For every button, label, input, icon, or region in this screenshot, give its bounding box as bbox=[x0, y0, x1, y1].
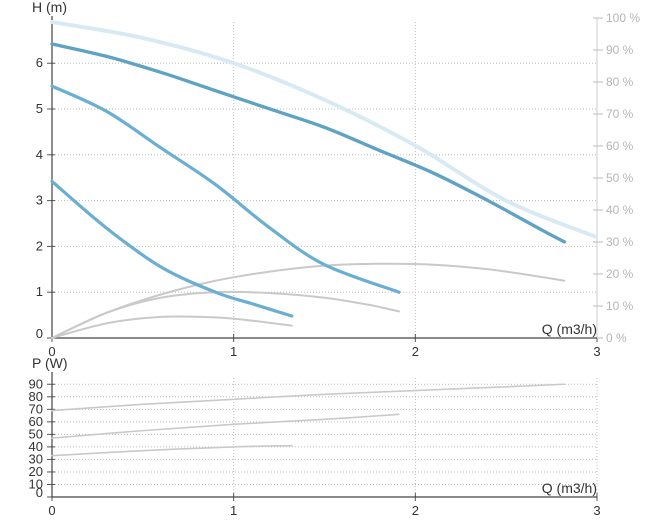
y-tick-label: 0 bbox=[36, 326, 43, 341]
x-tick-label: 3 bbox=[593, 344, 600, 359]
x-tick-label: 1 bbox=[230, 344, 237, 359]
y-tick-label: 10 bbox=[29, 476, 43, 491]
power-curve bbox=[51, 383, 566, 412]
y2-tick-label: 90 % bbox=[606, 43, 634, 57]
y2-tick-label: 0 % bbox=[606, 331, 627, 345]
y-tick-label: 40 bbox=[29, 439, 43, 454]
y-tick-label: 90 bbox=[29, 376, 43, 391]
y-tick-label: 3 bbox=[36, 193, 43, 208]
x-tick-label: 2 bbox=[412, 344, 419, 359]
efficiency-limit-curve bbox=[50, 20, 599, 240]
y-tick-label: 5 bbox=[36, 101, 43, 116]
y2-tick-label: 70 % bbox=[606, 107, 634, 121]
y2-tick-label: 40 % bbox=[606, 203, 634, 217]
x-tick-label: 0 bbox=[48, 503, 55, 518]
y-tick-label: 80 bbox=[29, 389, 43, 404]
y2-tick-label: 10 % bbox=[606, 299, 634, 313]
y2-tick-label: 80 % bbox=[606, 75, 634, 89]
y-tick-label: 70 bbox=[29, 401, 43, 416]
y-tick-label: 0 bbox=[36, 485, 43, 500]
y-axis-title: P (W) bbox=[32, 355, 68, 371]
head-curve bbox=[50, 42, 566, 244]
power-curve bbox=[51, 444, 293, 457]
head-curve bbox=[50, 84, 401, 294]
y2-tick-label: 50 % bbox=[606, 171, 634, 185]
efficiency-curve bbox=[51, 315, 293, 339]
y-tick-label: 60 bbox=[29, 414, 43, 429]
x-tick-label: 2 bbox=[412, 503, 419, 518]
efficiency-curve bbox=[51, 262, 566, 339]
y-axis-title: H (m) bbox=[32, 0, 67, 15]
efficiency-curve bbox=[51, 290, 400, 339]
y-tick-label: 50 bbox=[29, 426, 43, 441]
power-curve bbox=[51, 413, 400, 439]
y-tick-label: 30 bbox=[29, 451, 43, 466]
x-axis-title: Q (m3/h) bbox=[542, 321, 597, 337]
y2-tick-label: 100 % bbox=[606, 11, 640, 25]
x-tick-label: 3 bbox=[593, 503, 600, 518]
y-tick-label: 2 bbox=[36, 238, 43, 253]
y2-tick-label: 20 % bbox=[606, 267, 634, 281]
head-curve-max bbox=[50, 42, 566, 244]
y-tick-label: 6 bbox=[36, 55, 43, 70]
y-tick-label: 4 bbox=[36, 147, 43, 162]
y2-tick-label: 30 % bbox=[606, 235, 634, 249]
x-tick-label: 1 bbox=[230, 503, 237, 518]
head-curve bbox=[50, 179, 294, 318]
x-axis-title: Q (m3/h) bbox=[542, 480, 597, 496]
x-tick-label: 0 bbox=[48, 344, 55, 359]
y2-tick-label: 60 % bbox=[606, 139, 634, 153]
y-tick-label: 20 bbox=[29, 464, 43, 479]
y-tick-label: 1 bbox=[36, 284, 43, 299]
